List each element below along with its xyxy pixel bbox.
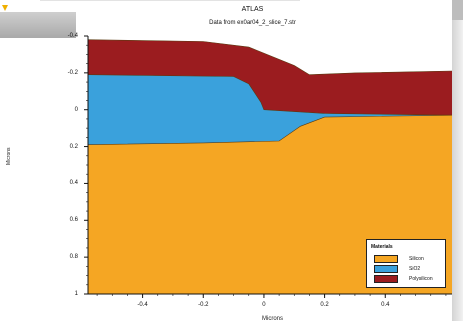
legend-item-sio2: SiO2 — [374, 265, 442, 274]
material-boundary-line — [87, 39, 453, 76]
material-regions — [87, 39, 453, 294]
legend-swatch-silicon — [374, 255, 398, 263]
material-boundary-line — [87, 114, 453, 145]
y-tick-label: -0.2 — [67, 69, 78, 76]
legend-swatch-sio2 — [374, 265, 398, 273]
x-tick-label: 0.4 — [381, 302, 390, 308]
y-tick-label: 0.2 — [69, 143, 78, 150]
legend-label-sio2: SiO2 — [409, 266, 421, 272]
legend-title: Materials — [371, 244, 393, 250]
window-top-border — [40, 0, 300, 1]
plot-title: ATLAS — [241, 6, 264, 13]
legend-item-polysilicon: Polysilicon — [374, 275, 442, 284]
material-boundary-line — [87, 74, 453, 116]
region-polysilicon — [88, 39, 452, 116]
vertical-scrollbar[interactable] — [452, 0, 463, 321]
scrollbar-thumb[interactable] — [452, 0, 463, 20]
region-silicon — [88, 115, 452, 294]
x-tick-label: -0.2 — [198, 302, 209, 308]
y-tick-label: 0.4 — [69, 180, 78, 187]
plot-axes — [84, 35, 452, 298]
legend: Materials Silicon SiO2 Polysilicon — [366, 239, 446, 288]
legend-label-polysilicon: Polysilicon — [409, 276, 433, 282]
legend-item-silicon: Silicon — [374, 255, 442, 264]
window-corner-glyph — [0, 0, 10, 11]
y-axis-label: Microns — [6, 147, 12, 165]
x-tick-label: 0 — [262, 302, 266, 308]
y-tick-label: 1 — [74, 291, 78, 297]
x-tick-label: 0.2 — [320, 302, 329, 308]
y-tick-label: 0.6 — [69, 217, 78, 224]
region-sio2 — [88, 74, 452, 145]
legend-swatch-polysilicon — [374, 275, 398, 283]
y-tick-label: -0.4 — [67, 33, 78, 39]
x-tick-label: -0.4 — [137, 302, 148, 308]
y-tick-label: 0.8 — [69, 254, 78, 261]
legend-label-silicon: Silicon — [409, 256, 424, 262]
x-axis-label: Microns — [262, 316, 284, 322]
background-panel — [0, 12, 76, 38]
y-tick-label: 0 — [74, 106, 78, 113]
plot-subtitle: Data from ex0ar04_2_slice_7.str — [209, 20, 296, 26]
